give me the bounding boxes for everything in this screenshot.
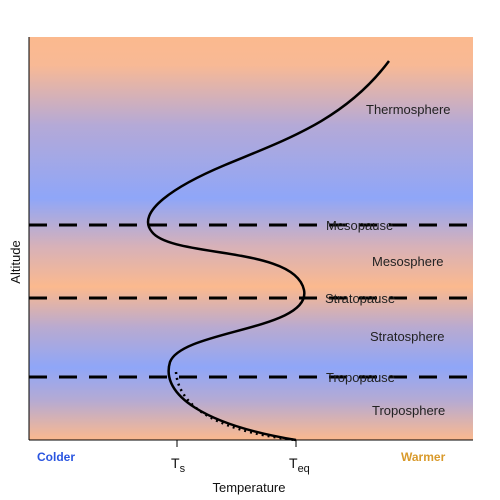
- tick-label-ts: Ts: [171, 455, 186, 475]
- tropopause-label: Tropopause: [326, 370, 395, 385]
- thermosphere-label: Thermosphere: [366, 102, 451, 117]
- tick-ts-sub: s: [180, 463, 186, 475]
- temperature-profile-curve: [146, 60, 391, 442]
- colder-label: Colder: [37, 450, 75, 464]
- tick-label-teq: Teq: [289, 455, 310, 475]
- tick-ts-main: T: [171, 455, 180, 471]
- x-axis-title: Temperature: [213, 480, 286, 495]
- mesopause-label: Mesopause: [326, 218, 393, 233]
- stratopause-label: Stratopause: [325, 291, 395, 306]
- troposphere-label: Troposphere: [372, 403, 445, 418]
- warmer-label: Warmer: [401, 450, 446, 464]
- tick-teq-main: T: [289, 455, 298, 471]
- plot-background: [29, 37, 473, 440]
- mesosphere-label: Mesosphere: [372, 254, 444, 269]
- tick-teq-sub: eq: [298, 463, 310, 475]
- y-axis-title: Altitude: [8, 240, 23, 283]
- stratosphere-label: Stratosphere: [370, 329, 444, 344]
